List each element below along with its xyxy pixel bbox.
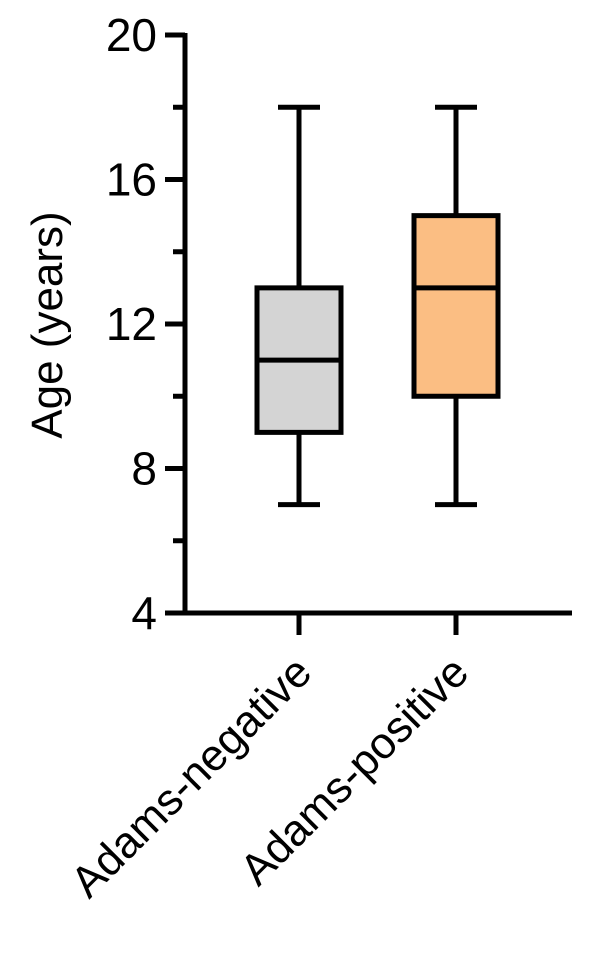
y-tick-label: 12	[106, 298, 157, 350]
y-axis: 4 8 12 16 20	[106, 9, 188, 639]
iqr-box	[411, 213, 501, 399]
y-tick-label: 20	[106, 9, 157, 61]
y-tick-label: 8	[131, 443, 157, 495]
y-tick-label: 16	[106, 154, 157, 206]
box-series	[254, 104, 501, 508]
y-tick-label: 4	[131, 587, 157, 639]
y-axis-label: Age (years)	[23, 211, 72, 438]
box-adams-positive	[411, 104, 501, 508]
box-adams-negative	[254, 104, 344, 508]
